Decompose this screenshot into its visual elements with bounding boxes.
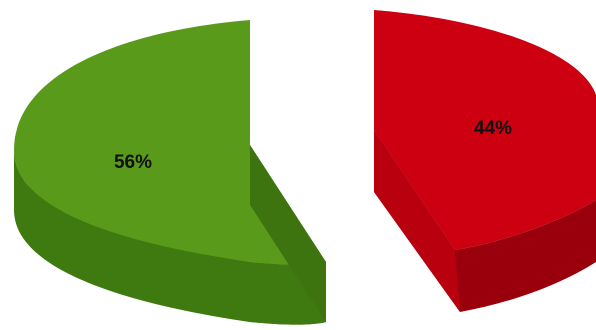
pie-label-44: 44% [474, 118, 512, 139]
pie-slice-44-cut [374, 130, 460, 312]
pie-slice-56 [14, 20, 326, 325]
pie-label-56: 56% [114, 152, 152, 173]
pie-slice-44 [374, 10, 596, 312]
pie-slice-56-cut [250, 145, 326, 322]
pie-slice-56-front [14, 150, 326, 325]
pie-slice-56-top [14, 20, 326, 265]
pie-slice-44-top [374, 10, 596, 250]
